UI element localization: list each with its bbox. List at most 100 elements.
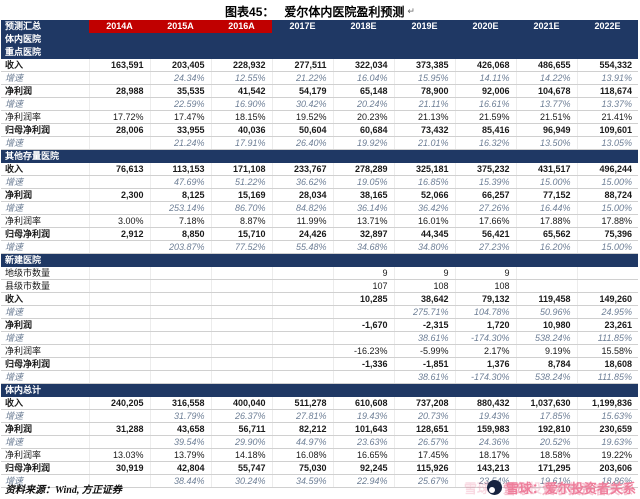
- data-cell: 52,066: [394, 188, 456, 202]
- data-cell: 2.17%: [455, 344, 517, 358]
- row-label: 增速: [1, 136, 90, 150]
- data-cell: 12.55%: [211, 71, 273, 85]
- data-cell: 375,232: [455, 162, 517, 176]
- data-cell: [211, 279, 273, 293]
- data-cell: [89, 435, 151, 449]
- data-cell: 24.34%: [150, 71, 212, 85]
- data-cell: -174.30%: [455, 370, 517, 384]
- data-cell: [89, 175, 151, 189]
- data-cell: 15.95%: [394, 71, 456, 85]
- data-cell: 15.00%: [577, 240, 638, 254]
- row-label: 县级市数量: [1, 279, 90, 293]
- data-cell: [89, 279, 151, 293]
- data-cell: 15.00%: [516, 175, 578, 189]
- data-cell: 3.00%: [89, 214, 151, 228]
- table-row: 增速 38.61% -174.30% 538.24% 111.85%: [1, 370, 638, 384]
- data-cell: 42,804: [150, 461, 212, 475]
- row-label: 增速: [1, 370, 90, 384]
- data-cell: 26.57%: [394, 435, 456, 449]
- data-cell: 13.77%: [516, 97, 578, 111]
- data-cell: 203,606: [577, 461, 638, 475]
- data-cell: 76,613: [89, 162, 151, 176]
- data-cell: [150, 292, 212, 306]
- data-cell: 77,152: [516, 188, 578, 202]
- data-cell: 400,040: [211, 396, 273, 410]
- data-cell: [89, 201, 151, 215]
- table-row: 净利润率 3.00% 7.18% 8.87% 11.99% 13.71% 16.01% 17.…: [1, 214, 638, 228]
- data-cell: [150, 344, 212, 358]
- data-cell: 16.44%: [516, 201, 578, 215]
- data-cell: 18.17%: [455, 448, 517, 462]
- data-cell: 325,181: [394, 162, 456, 176]
- figure-title-text: 爱尔体内医院盈利预测: [284, 5, 405, 19]
- data-cell: 41,542: [211, 84, 273, 98]
- data-cell: 82,212: [272, 422, 334, 436]
- data-cell: 554,332: [577, 58, 638, 72]
- data-cell: 85,416: [455, 123, 517, 137]
- row-label: 增速: [1, 175, 90, 189]
- table-row: 归母净利润 2,912 8,850 15,710 24,426 32,897 44,345 5…: [1, 227, 638, 241]
- data-cell: [150, 266, 212, 280]
- data-cell: [577, 279, 638, 293]
- data-cell: 47.69%: [150, 175, 212, 189]
- data-cell: 113,153: [150, 162, 212, 176]
- data-cell: 9.19%: [516, 344, 578, 358]
- data-cell: 16.32%: [455, 136, 517, 150]
- data-cell: 240,205: [89, 396, 151, 410]
- table-row: 增速 253.14% 86.70% 84.82% 36.14% 36.42% 27.26% 1…: [1, 201, 638, 215]
- data-cell: -1,336: [333, 357, 395, 371]
- data-cell: 27.23%: [455, 240, 517, 254]
- row-label: 净利润率: [1, 448, 90, 462]
- data-cell: 66,257: [455, 188, 517, 202]
- data-cell: 426,068: [455, 58, 517, 72]
- data-cell: 19.63%: [577, 435, 638, 449]
- data-cell: 27.81%: [272, 409, 334, 423]
- profit-forecast-table: 预测汇总 2014A 2015A 2016A 2017E 2018E 2019E 2020E 2…: [1, 20, 638, 488]
- data-cell: 11.99%: [272, 214, 334, 228]
- data-cell: 13.37%: [577, 97, 638, 111]
- data-cell: 9: [394, 266, 456, 280]
- data-cell: 15.39%: [455, 175, 517, 189]
- data-cell: 128,651: [394, 422, 456, 436]
- data-cell: 77.52%: [211, 240, 273, 254]
- year-column-header: 2014A: [89, 20, 150, 33]
- year-column-header: 2016A: [211, 20, 272, 33]
- data-cell: 228,932: [211, 58, 273, 72]
- data-cell: 35,535: [150, 84, 212, 98]
- data-cell: 486,655: [516, 58, 578, 72]
- data-cell: 30.24%: [211, 474, 273, 488]
- header-row: 预测汇总 2014A 2015A 2016A 2017E 2018E 2019E 2020E 2…: [1, 20, 638, 33]
- data-cell: 79,132: [455, 292, 517, 306]
- table-row: 收入 76,613 113,153 171,108 233,767 278,289 325,…: [1, 162, 638, 176]
- source-note: 资料来源：Wind, 方正证券: [5, 481, 122, 496]
- table-row: 增速 31.79% 26.37% 27.81% 19.43% 20.73% 19.43% 17…: [1, 409, 638, 423]
- data-cell: 18.86%: [577, 474, 638, 488]
- section-title: 体内总计: [1, 383, 638, 397]
- data-cell: [516, 279, 578, 293]
- data-cell: 50.96%: [516, 305, 578, 319]
- data-cell: 9: [333, 266, 395, 280]
- data-cell: 86.70%: [211, 201, 273, 215]
- data-cell: [211, 331, 273, 345]
- data-cell: [272, 370, 334, 384]
- data-cell: 109,601: [577, 123, 638, 137]
- data-cell: 16.20%: [516, 240, 578, 254]
- data-cell: 38.61%: [394, 331, 456, 345]
- data-cell: 118,674: [577, 84, 638, 98]
- row-label: 归母净利润: [1, 123, 90, 137]
- table-row: 收入 240,205 316,558 400,040 511,278 610,608 737…: [1, 396, 638, 410]
- section-row: 体内医院: [1, 33, 638, 46]
- data-cell: 373,385: [394, 58, 456, 72]
- data-cell: 32,897: [333, 227, 395, 241]
- watermark: 雪球：爱尔投资者关系: [486, 478, 636, 497]
- data-cell: [211, 357, 273, 371]
- data-cell: 22.59%: [150, 97, 212, 111]
- data-cell: [272, 357, 334, 371]
- data-cell: 610,608: [333, 396, 395, 410]
- data-cell: [211, 370, 273, 384]
- data-cell: 17.66%: [455, 214, 517, 228]
- data-cell: 192,810: [516, 422, 578, 436]
- data-cell: 92,245: [333, 461, 395, 475]
- data-cell: 31.79%: [150, 409, 212, 423]
- data-cell: 56,711: [211, 422, 273, 436]
